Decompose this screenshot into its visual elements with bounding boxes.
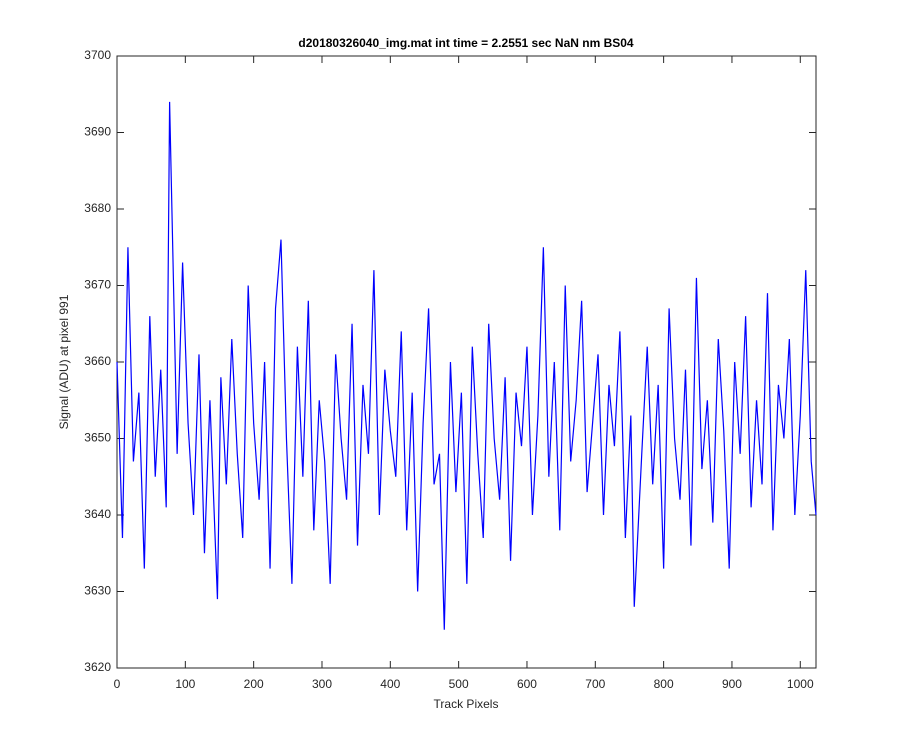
- x-tick-label: 800: [654, 677, 674, 691]
- y-tick-label: 3700: [84, 48, 111, 62]
- x-tick-label: 0: [114, 677, 121, 691]
- x-axis-label: Track Pixels: [434, 697, 499, 711]
- y-tick-label: 3650: [84, 431, 111, 445]
- x-tick-label: 300: [312, 677, 332, 691]
- data-line: [116, 101, 817, 630]
- x-tick-label: 1000: [787, 677, 814, 691]
- chart-title: d20180326040_img.mat int time = 2.2551 s…: [298, 36, 634, 50]
- y-tick-label: 3640: [84, 507, 111, 521]
- x-tick-label: 900: [722, 677, 742, 691]
- x-tick-label: 600: [517, 677, 537, 691]
- y-tick-label: 3670: [84, 278, 111, 292]
- y-tick-label: 3680: [84, 201, 111, 215]
- x-tick-label: 400: [380, 677, 400, 691]
- y-axis-label: Signal (ADU) at pixel 991: [57, 294, 71, 429]
- x-tick-label: 200: [244, 677, 264, 691]
- x-tick-label: 700: [585, 677, 605, 691]
- y-tick-label: 3690: [84, 125, 111, 139]
- y-tick-label: 3630: [84, 584, 111, 598]
- y-tick-label: 3660: [84, 354, 111, 368]
- x-tick-label: 500: [449, 677, 469, 691]
- x-tick-label: 100: [175, 677, 195, 691]
- y-tick-label: 3620: [84, 660, 111, 674]
